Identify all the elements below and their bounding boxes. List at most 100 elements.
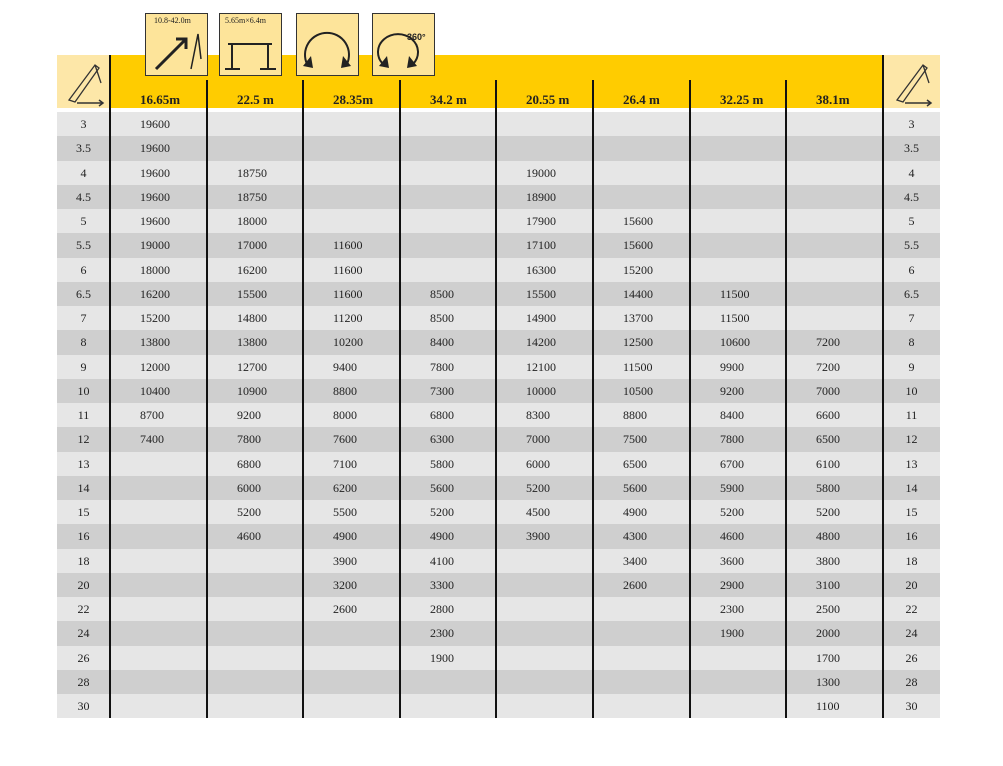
load-cell: 8800 [333, 383, 357, 398]
corner-right [883, 55, 940, 108]
radius-cell: 26 [77, 650, 90, 665]
load-cell: 18000 [237, 214, 267, 228]
radius-cell: 5.5 [904, 238, 919, 253]
column-header: 20.55 m [526, 92, 570, 107]
radius-cell: 4 [80, 165, 87, 180]
load-cell: 13800 [237, 335, 267, 350]
load-cell: 12100 [526, 359, 556, 374]
load-cell: 11500 [720, 311, 750, 325]
load-cell: 5500 [333, 505, 357, 519]
load-cell: 19600 [140, 189, 170, 204]
load-cell: 3200 [333, 577, 357, 592]
radius-cell: 5.5 [76, 238, 91, 253]
load-cell: 17100 [526, 238, 556, 253]
load-cell: 12700 [237, 359, 267, 374]
load-cell: 18000 [140, 262, 170, 277]
load-cell: 5600 [623, 480, 647, 495]
load-cell: 15500 [237, 286, 267, 301]
load-cell: 9400 [333, 359, 357, 374]
radius-cell: 4.5 [904, 189, 919, 204]
load-cell: 12000 [140, 359, 170, 374]
load-cell: 3900 [526, 529, 550, 544]
table-row [57, 548, 940, 573]
load-cell: 15600 [623, 214, 653, 228]
rotation-graphic [377, 33, 419, 68]
table-row [57, 694, 940, 719]
slewing-icon [296, 13, 359, 76]
load-cell: 5200 [237, 505, 261, 519]
load-cell: 1300 [816, 674, 840, 689]
load-cell: 7300 [430, 383, 454, 398]
radius-cell: 30 [905, 699, 918, 713]
radius-cell: 11 [77, 408, 90, 422]
load-cell: 14900 [526, 311, 556, 325]
load-cell: 17900 [526, 214, 556, 228]
radius-cell: 5 [80, 214, 87, 228]
load-cell: 7000 [526, 432, 550, 447]
table-row [57, 160, 940, 185]
radius-cell: 13 [905, 456, 918, 471]
load-cell: 8500 [430, 286, 454, 301]
radius-cell: 14 [77, 480, 90, 495]
radius-cell: 15 [77, 505, 90, 519]
load-cell: 11200 [333, 311, 363, 325]
load-cell: 19600 [140, 117, 170, 131]
load-cell: 2300 [720, 602, 744, 616]
load-cell: 5200 [720, 505, 744, 519]
load-cell: 5600 [430, 480, 454, 495]
load-cell: 19000 [140, 238, 170, 253]
radius-cell: 3.5 [76, 141, 91, 156]
radius-cell: 22 [77, 602, 90, 616]
load-cell: 7800 [237, 432, 261, 447]
radius-cell: 18 [905, 553, 918, 568]
radius-cell: 15 [905, 505, 918, 519]
load-cell: 7200 [816, 359, 840, 374]
load-cell: 2300 [430, 626, 454, 641]
radius-cell: 6 [80, 262, 87, 277]
radius-cell: 12 [77, 432, 90, 447]
load-cell: 18750 [237, 165, 267, 180]
load-cell: 6000 [237, 480, 261, 495]
table-row [57, 257, 940, 282]
radius-cell: 8 [908, 335, 915, 350]
load-cell: 16200 [237, 262, 267, 277]
table-row [57, 621, 940, 646]
radius-cell: 20 [905, 577, 918, 592]
table-row [57, 645, 940, 670]
radius-cell: 30 [77, 699, 90, 713]
radius-cell: 28 [905, 674, 918, 689]
load-cell: 9900 [720, 359, 744, 374]
column-divider [495, 80, 497, 719]
table-row [57, 136, 940, 161]
column-divider [689, 80, 691, 719]
column-divider [882, 55, 884, 719]
slewing-graphic [303, 31, 351, 68]
load-cell: 6000 [526, 456, 550, 471]
load-cell: 5800 [816, 480, 840, 495]
load-cell: 15200 [140, 311, 170, 325]
radius-cell: 12 [905, 432, 918, 447]
load-cell: 13700 [623, 311, 653, 325]
table-row [57, 403, 940, 428]
radius-cell: 24 [905, 626, 918, 641]
table-row [57, 427, 940, 452]
load-cell: 19600 [140, 214, 170, 228]
radius-cell: 6.5 [76, 286, 91, 301]
load-cell: 11500 [623, 359, 653, 374]
load-cell: 10000 [526, 383, 556, 398]
load-cell: 14800 [237, 311, 267, 325]
load-cell: 5200 [430, 505, 454, 519]
load-cell: 4900 [430, 529, 454, 544]
table-row [57, 184, 940, 209]
load-cell: 8300 [526, 408, 550, 422]
load-cell: 15500 [526, 286, 556, 301]
load-cell: 13800 [140, 335, 170, 350]
radius-cell: 28 [77, 674, 90, 689]
load-cell: 3600 [720, 553, 744, 568]
load-cell: 7800 [720, 432, 744, 447]
load-cell: 5900 [720, 480, 744, 495]
load-cell: 6100 [816, 456, 840, 471]
column-divider [592, 80, 594, 719]
load-cell: 7100 [333, 456, 357, 471]
load-cell: 16200 [140, 286, 170, 301]
